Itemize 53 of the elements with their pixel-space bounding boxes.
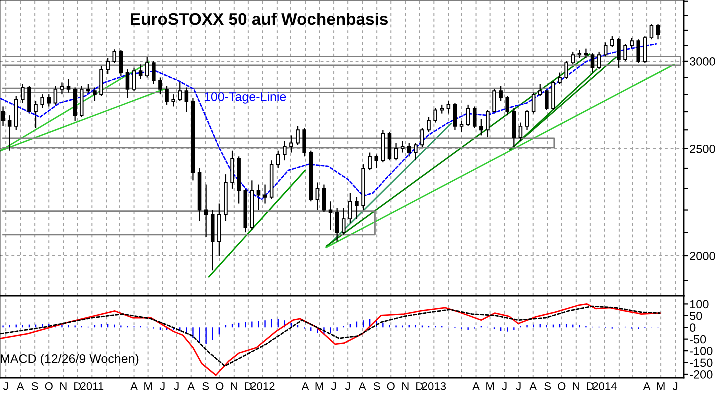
x-tick-label: A xyxy=(188,382,196,390)
x-tick-label: O xyxy=(558,382,566,390)
x-tick-label: D xyxy=(74,382,82,390)
text: EuroSTOXX 50 auf Wochenbasis xyxy=(131,12,388,26)
annotation: 100-Tage-Linie xyxy=(204,92,286,104)
x-tick-label: A xyxy=(530,382,538,390)
y-tick-label: 2000 xyxy=(690,252,716,260)
x-tick-label: N xyxy=(231,382,238,390)
x-tick-label: D xyxy=(587,382,594,390)
x-tick-label: 2012 xyxy=(251,382,275,390)
x-tick-label: A xyxy=(643,382,651,390)
x-tick-label: D xyxy=(245,382,252,390)
x-tick-label: N xyxy=(573,382,580,390)
y-tick-label: 100 xyxy=(690,300,709,309)
y-tick-label: 0 xyxy=(690,324,696,332)
x-tick-label: A xyxy=(472,382,480,390)
x-tick-label: J xyxy=(516,382,521,390)
x-tick-label: A xyxy=(358,382,366,390)
x-tick-label: S xyxy=(32,382,38,390)
x-tick-label: 2014 xyxy=(593,382,617,390)
y-tick-label: -150 xyxy=(690,358,713,368)
y-tick-label: -200 xyxy=(690,370,713,379)
x-tick-label: O xyxy=(387,382,395,390)
x-tick-label: J xyxy=(331,382,336,390)
x-tick-label: 2011 xyxy=(80,382,104,390)
y-tick-label: 50 xyxy=(690,312,702,320)
x-tick-label: J xyxy=(174,382,179,390)
x-tick-label: D xyxy=(416,382,424,390)
annotation: MACD (12/26/9 Wochen) xyxy=(1,354,139,366)
y-tick-label: -100 xyxy=(690,347,713,356)
x-tick-label: S xyxy=(544,382,552,390)
x-tick-label: O xyxy=(216,382,224,390)
x-tick-label: J xyxy=(3,382,8,390)
y-tick-label: -50 xyxy=(690,335,706,344)
x-tick-label: 2013 xyxy=(422,382,446,390)
x-tick-label: M xyxy=(657,382,665,390)
x-tick-label: A xyxy=(16,382,24,390)
x-tick-label: M xyxy=(316,382,324,390)
x-tick-label: J xyxy=(672,382,678,390)
x-tick-label: A xyxy=(130,382,138,390)
x-tick-label: M xyxy=(486,382,494,390)
x-tick-label: J xyxy=(502,382,507,390)
x-tick-label: M xyxy=(144,382,152,390)
x-tick-label: O xyxy=(45,382,53,390)
x-tick-label: N xyxy=(60,382,67,390)
x-tick-label: J xyxy=(160,382,165,390)
y-tick-label: 3000 xyxy=(690,57,716,66)
x-tick-label: J xyxy=(345,382,350,390)
y-tick-label: 2500 xyxy=(690,144,716,154)
x-tick-label: S xyxy=(374,382,380,390)
x-tick-label: N xyxy=(402,382,409,390)
x-tick-label: A xyxy=(302,382,310,390)
x-tick-label: S xyxy=(202,382,210,390)
